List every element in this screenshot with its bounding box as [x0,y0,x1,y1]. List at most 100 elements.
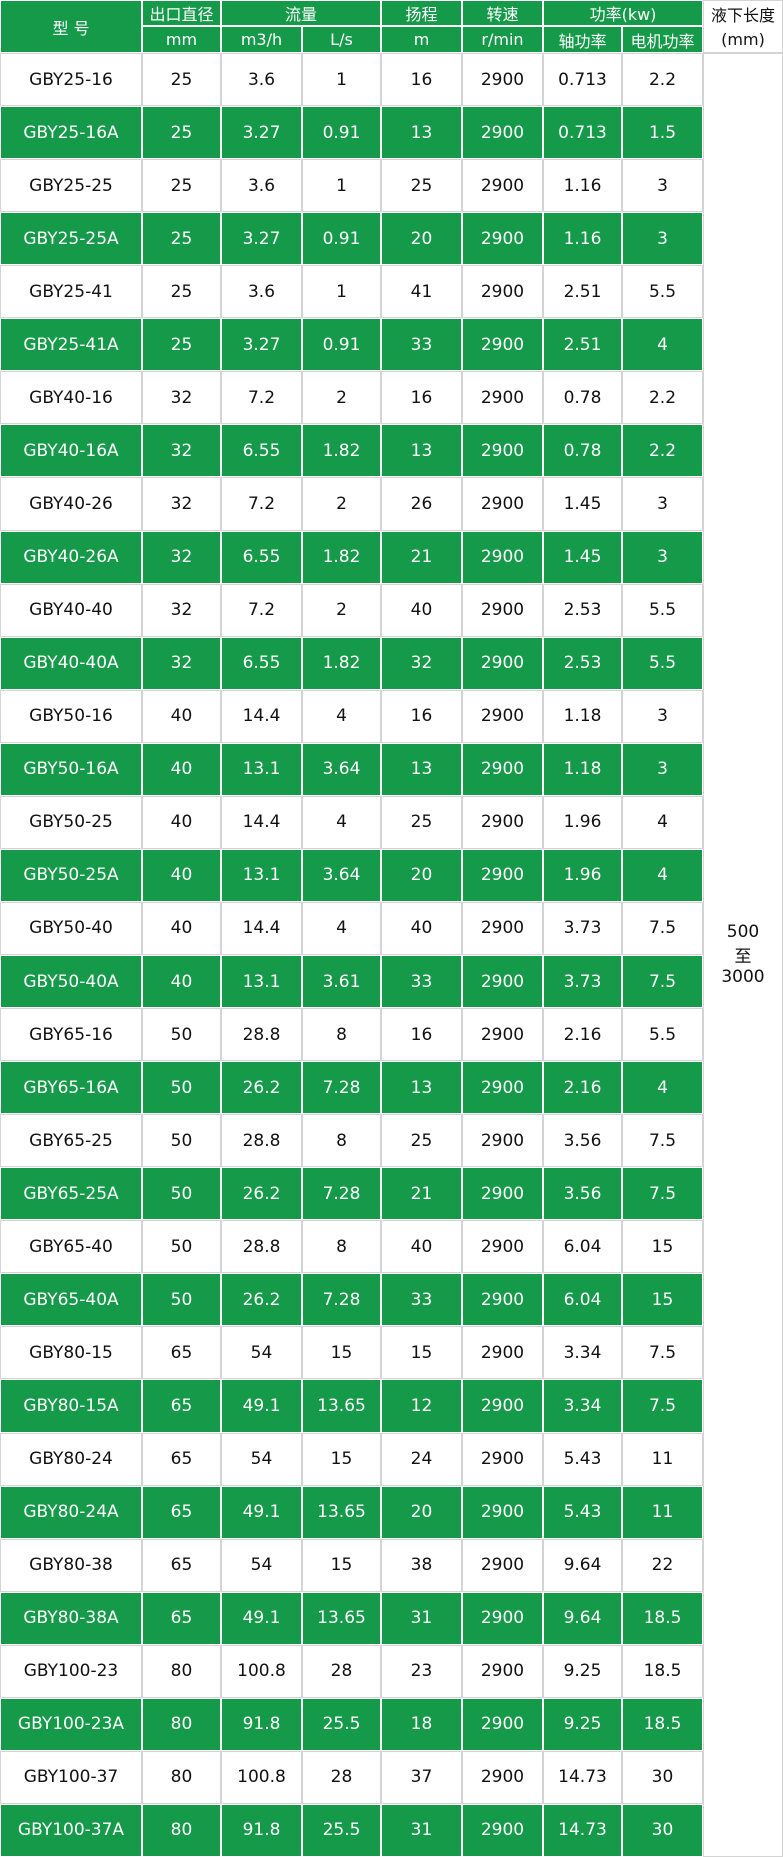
table-cell: 20 [381,212,462,266]
table-cell: 25 [142,318,221,372]
table-cell: GBY25-41A [0,318,142,372]
table-cell: 18.5 [622,1591,703,1645]
table-cell: 18 [381,1697,462,1751]
length-text: 500 [726,922,760,943]
table-cell: 100.8 [221,1644,302,1698]
table-cell: 25 [381,159,462,213]
table-cell: 65 [142,1591,221,1645]
table-cell: 2900 [462,636,543,690]
table-cell: 80 [142,1750,221,1804]
table-cell: 2900 [462,106,543,160]
table-cell: GBY40-26A [0,530,142,584]
table-cell: 25 [142,212,221,266]
table-cell: GBY25-25 [0,159,142,213]
table-cell: 40 [381,583,462,637]
table-cell: 32 [142,477,221,531]
table-cell: 2900 [462,848,543,902]
table-cell: 40 [142,742,221,796]
table-cell: 26.2 [221,1061,302,1115]
table-cell: 40 [142,795,221,849]
table-cell: 28.8 [221,1114,302,1168]
table-cell: 25.5 [302,1803,381,1857]
header-cell: 功率(kw) [543,0,703,26]
table-cell: 2900 [462,1803,543,1857]
table-cell: 15 [622,1220,703,1274]
table-cell: 6.55 [221,424,302,478]
table-cell: 28.8 [221,1220,302,1274]
table-cell: 2900 [462,1167,543,1221]
table-cell: 0.78 [543,371,622,425]
table-cell: GBY50-40A [0,954,142,1009]
table-cell: 33 [381,1273,462,1327]
table-cell: GBY65-25 [0,1114,142,1168]
table-cell: GBY50-16 [0,689,142,743]
table-cell: 26.2 [221,1167,302,1221]
table-cell: 65 [142,1432,221,1486]
table-cell: GBY50-25A [0,848,142,902]
table-cell: 25 [381,1114,462,1168]
table-cell: 2900 [462,371,543,425]
table-cell: GBY80-15 [0,1326,142,1380]
table-cell: GBY100-23A [0,1697,142,1751]
table-cell: 80 [142,1697,221,1751]
table-cell: 14.4 [221,795,302,849]
table-cell: 40 [381,901,462,955]
table-cell: 5.5 [622,583,703,637]
table-cell: 13.1 [221,848,302,902]
header-cell: r/min [462,26,543,53]
table-cell: 2.53 [543,583,622,637]
table-cell: 3.61 [302,954,381,1009]
table-cell: 2900 [462,954,543,1009]
table-cell: 3 [622,477,703,531]
table-cell: 2900 [462,1697,543,1751]
table-cell: 65 [142,1379,221,1433]
table-cell: 4 [622,318,703,372]
table-cell: 2.16 [543,1061,622,1115]
table-cell: 28 [302,1750,381,1804]
table-cell: 0.91 [302,106,381,160]
table-cell: 9.25 [543,1644,622,1698]
table-cell: 7.2 [221,371,302,425]
table-cell: 14.4 [221,689,302,743]
table-cell: 15 [622,1273,703,1327]
table-cell: 12 [381,1379,462,1433]
table-cell: 11 [622,1432,703,1486]
table-cell: 2900 [462,424,543,478]
table-cell: 2900 [462,159,543,213]
table-cell: 7.2 [221,477,302,531]
table-cell: 18.5 [622,1697,703,1751]
table-cell: 5.5 [622,1008,703,1062]
table-cell: 3.34 [543,1326,622,1380]
table-cell: 2.2 [622,53,703,107]
header-cell: m3/h [221,26,302,53]
table-cell: 2900 [462,1326,543,1380]
table-cell: 25.5 [302,1697,381,1751]
table-cell: 31 [381,1591,462,1645]
table-cell: 7.2 [221,583,302,637]
table-cell: 32 [142,530,221,584]
table-cell: 3 [622,159,703,213]
table-cell: 2900 [462,530,543,584]
table-cell: 16 [381,1008,462,1062]
table-cell: GBY65-16A [0,1061,142,1115]
table-cell: 4 [302,901,381,955]
table-cell: 2.53 [543,636,622,690]
table-cell: 13.1 [221,742,302,796]
table-cell: 2900 [462,901,543,955]
header-cell: (mm) [703,26,783,53]
table-cell: 50 [142,1008,221,1062]
table-cell: 8 [302,1220,381,1274]
table-cell: 18.5 [622,1644,703,1698]
table-cell: 3.34 [543,1379,622,1433]
table-cell: 1.5 [622,106,703,160]
table-cell: 2.2 [622,371,703,425]
table-cell: 100.8 [221,1750,302,1804]
table-cell: GBY25-16A [0,106,142,160]
table-cell: 6.55 [221,530,302,584]
table-cell: 50 [142,1167,221,1221]
table-cell: 40 [142,689,221,743]
table-cell: 50 [142,1061,221,1115]
table-cell: 1.16 [543,159,622,213]
table-cell: 9.64 [543,1538,622,1592]
